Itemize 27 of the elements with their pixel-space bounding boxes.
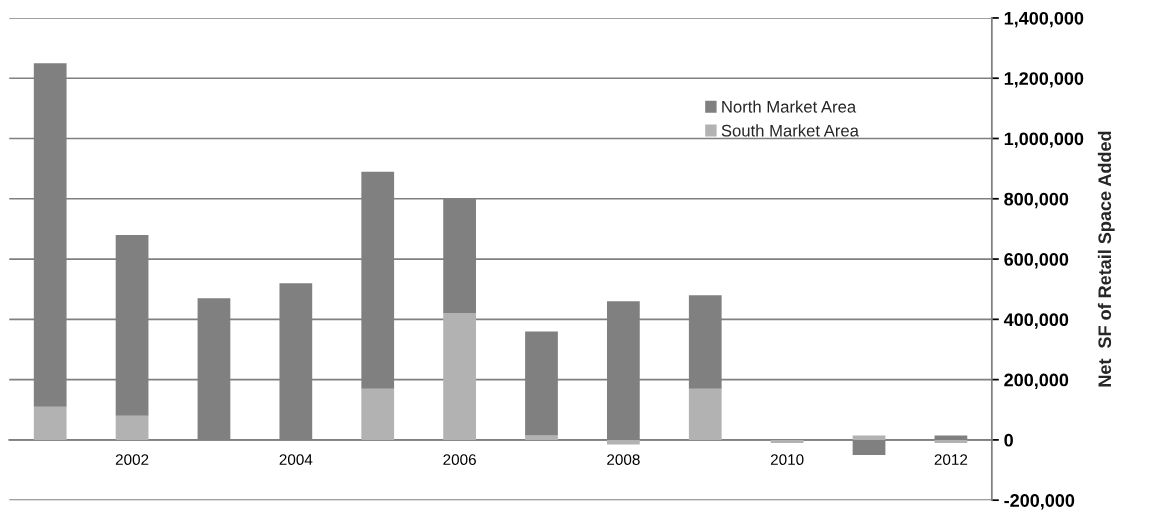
x-tick-label: 2002	[115, 454, 149, 466]
legend-label: South Market Area	[721, 124, 859, 137]
legend-label: North Market Area	[722, 100, 857, 113]
x-tick-label: 2004	[279, 454, 313, 466]
y-tick-label: 400,000	[1003, 313, 1069, 329]
x-tick-label: 2008	[607, 454, 640, 466]
bar	[688, 388, 722, 440]
bar	[852, 435, 886, 440]
bar	[934, 439, 968, 443]
y-tick-label: 800,000	[1004, 192, 1069, 209]
y-tick-label: 1,400,000	[1004, 11, 1084, 28]
y-tick-label: 200,000	[1004, 373, 1069, 389]
bar	[361, 388, 395, 440]
bar	[525, 435, 558, 440]
y-tick-label: -200,000	[1004, 494, 1075, 510]
bar	[770, 439, 804, 443]
y-tick-label: 1,200,000	[1004, 72, 1084, 88]
x-tick-label: 2010	[770, 454, 804, 466]
y-tick-label: 1,000,000	[1004, 132, 1084, 148]
bar	[443, 313, 476, 440]
bar	[115, 415, 149, 440]
x-tick-label: 2006	[443, 454, 476, 466]
bar	[33, 406, 67, 440]
x-tick-label: 2012	[934, 454, 968, 466]
y-tick-label: 0	[1004, 433, 1013, 447]
y-axis-title: Net SF of Retail Space Added	[1097, 131, 1115, 387]
y-tick-label: 600,000	[1004, 253, 1069, 269]
